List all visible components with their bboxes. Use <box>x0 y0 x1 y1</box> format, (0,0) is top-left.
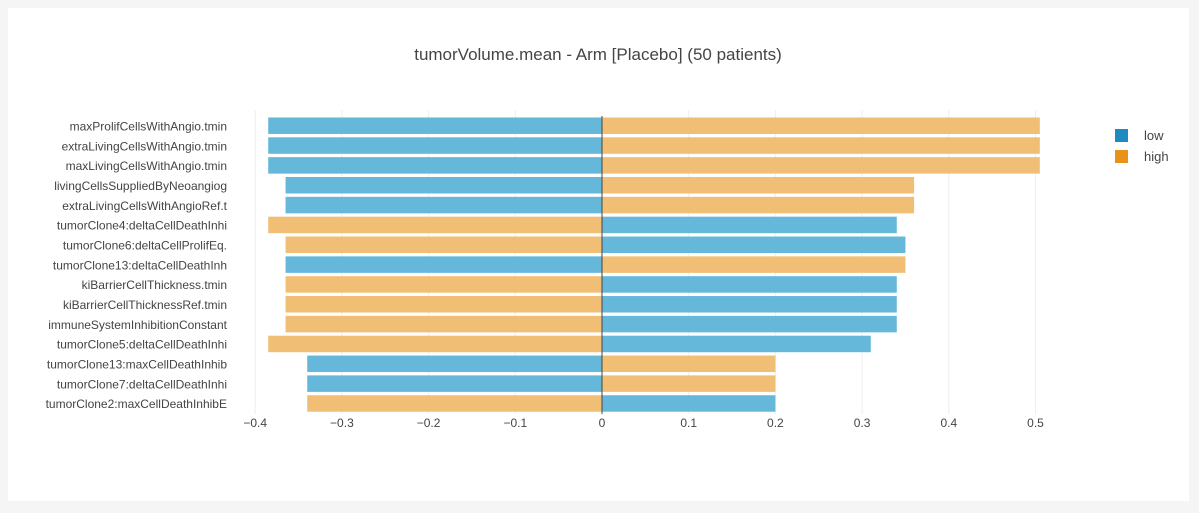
bar-low[interactable] <box>285 256 602 273</box>
bar-high[interactable] <box>268 335 602 353</box>
x-tick-label: −0.3 <box>330 416 354 430</box>
bar-low[interactable] <box>602 335 871 353</box>
bar-low[interactable] <box>268 117 602 134</box>
y-tick-label: tumorClone6:deltaCellProlifEq. <box>63 238 227 252</box>
x-tick-label: −0.1 <box>503 416 527 430</box>
x-tick-label: 0.5 <box>1027 416 1044 430</box>
legend-item-high[interactable]: high <box>1115 146 1169 167</box>
bar-low[interactable] <box>268 137 602 154</box>
bar-high[interactable] <box>285 276 602 293</box>
y-tick-label: kiBarrierCellThickness.tmin <box>82 278 227 292</box>
bar-low[interactable] <box>602 216 897 234</box>
bar-low[interactable] <box>268 157 602 174</box>
x-tick-label: 0.3 <box>854 416 871 430</box>
y-tick-label: extraLivingCellsWithAngioRef.t <box>62 199 227 213</box>
x-tick-label: −0.4 <box>243 416 267 430</box>
legend-label-low: low <box>1144 128 1164 143</box>
bar-high[interactable] <box>602 375 776 392</box>
bar-low[interactable] <box>307 355 602 373</box>
bar-high[interactable] <box>602 196 915 214</box>
chart-legend[interactable]: low high <box>1115 125 1169 167</box>
bar-high[interactable] <box>602 256 906 273</box>
y-tick-label: tumorClone5:deltaCellDeathInhi <box>57 338 227 352</box>
bar-high[interactable] <box>602 117 1040 134</box>
bar-high[interactable] <box>285 296 602 313</box>
y-tick-label: tumorClone7:deltaCellDeathInhi <box>57 377 227 391</box>
bar-low[interactable] <box>602 395 776 412</box>
y-tick-label: tumorClone13:deltaCellDeathInh <box>53 258 227 272</box>
legend-label-high: high <box>1144 149 1169 164</box>
bar-low[interactable] <box>602 276 897 293</box>
bar-high[interactable] <box>602 355 776 373</box>
y-tick-label: maxProlifCellsWithAngio.tmin <box>70 119 227 133</box>
y-tick-label: maxLivingCellsWithAngio.tmin <box>66 159 227 173</box>
legend-item-low[interactable]: low <box>1115 125 1169 146</box>
bar-low[interactable] <box>602 236 906 254</box>
bar-high[interactable] <box>268 216 602 234</box>
bar-low[interactable] <box>307 375 602 392</box>
x-tick-label: 0.4 <box>940 416 957 430</box>
bar-high[interactable] <box>285 236 602 254</box>
bar-high[interactable] <box>602 137 1040 154</box>
bar-high[interactable] <box>285 315 602 333</box>
y-tick-label: livingCellsSuppliedByNeoangiog <box>54 179 227 193</box>
bar-high[interactable] <box>307 395 602 412</box>
legend-swatch-low <box>1115 129 1128 142</box>
y-tick-label: tumorClone4:deltaCellDeathInhi <box>57 219 227 233</box>
x-tick-label: 0.2 <box>767 416 784 430</box>
chart-card <box>8 8 1189 501</box>
x-tick-label: 0.1 <box>680 416 697 430</box>
bar-low[interactable] <box>285 176 602 194</box>
x-tick-label: −0.2 <box>417 416 441 430</box>
y-tick-label: tumorClone13:maxCellDeathInhib <box>47 358 227 372</box>
bar-low[interactable] <box>602 296 897 313</box>
bar-high[interactable] <box>602 176 915 194</box>
legend-swatch-high <box>1115 150 1128 163</box>
chart-title: tumorVolume.mean - Arm [Placebo] (50 pat… <box>414 45 782 64</box>
bar-high[interactable] <box>602 157 1040 174</box>
bar-low[interactable] <box>285 196 602 214</box>
y-tick-label: kiBarrierCellThicknessRef.tmin <box>63 298 227 312</box>
y-tick-label: tumorClone2:maxCellDeathInhibE <box>46 397 227 411</box>
y-tick-label: immuneSystemInhibitionConstant <box>48 318 227 332</box>
bar-low[interactable] <box>602 315 897 333</box>
x-tick-label: 0 <box>599 416 606 430</box>
y-tick-label: extraLivingCellsWithAngio.tmin <box>62 139 227 153</box>
